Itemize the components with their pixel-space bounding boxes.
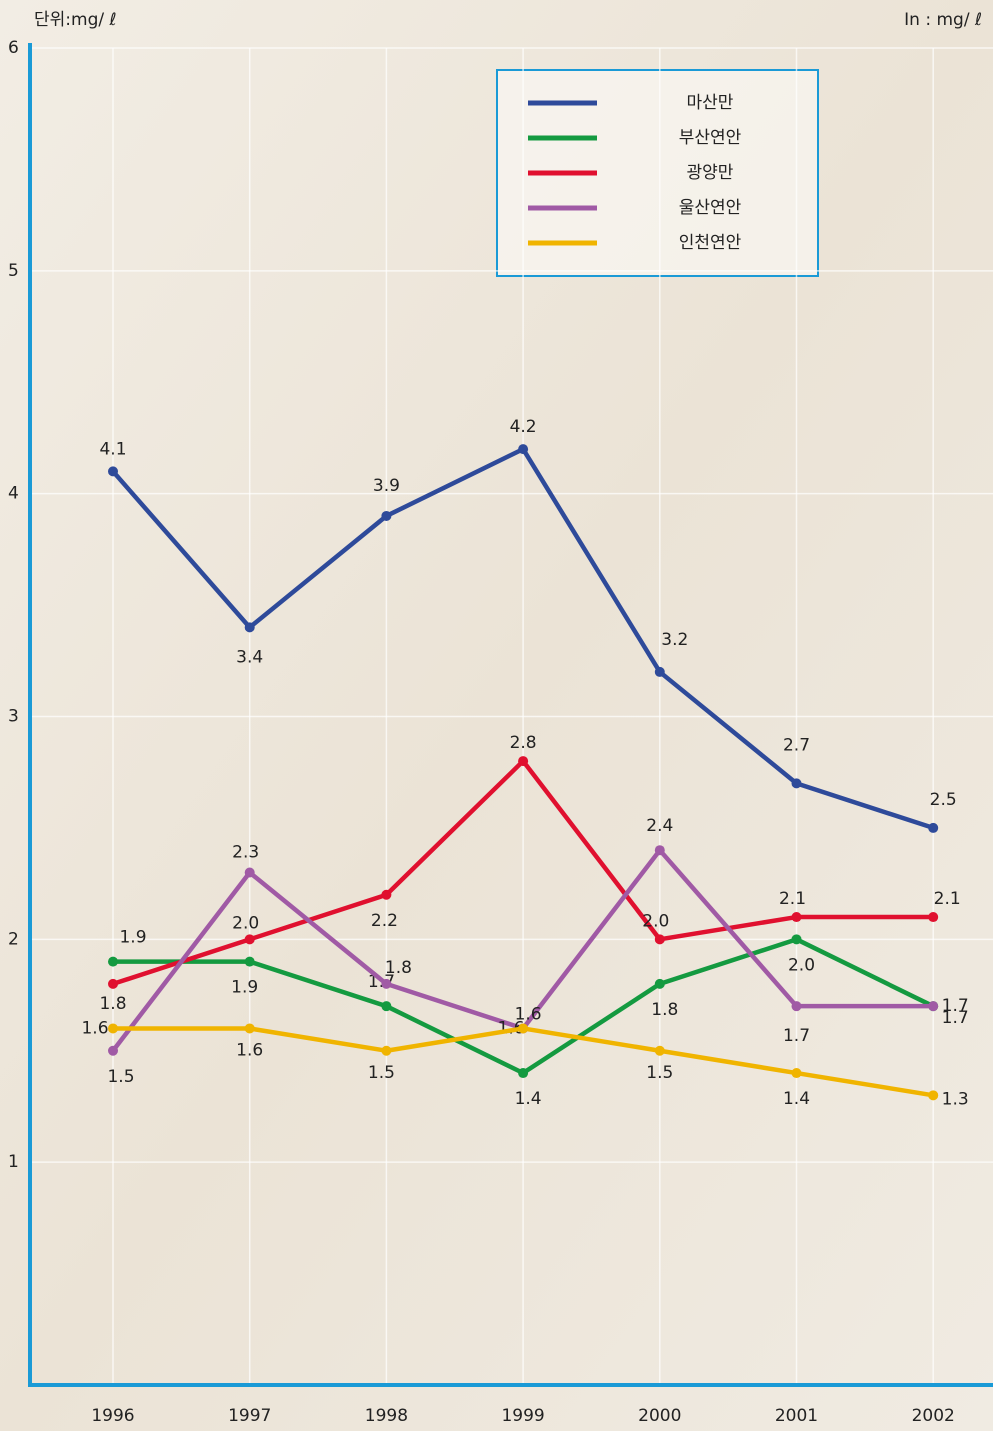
data-point xyxy=(381,1046,391,1056)
value-label: 1.7 xyxy=(783,1026,810,1046)
legend-label: 마산만 xyxy=(687,93,734,113)
value-label: 1.9 xyxy=(119,928,146,948)
value-label: 2.4 xyxy=(646,816,673,836)
value-label: 2.0 xyxy=(232,913,259,933)
data-point xyxy=(792,778,802,788)
value-label: 2.7 xyxy=(783,735,810,755)
x-tick-label: 1996 xyxy=(91,1406,134,1426)
data-point xyxy=(245,934,255,944)
value-label: 2.3 xyxy=(232,842,259,862)
legend-label: 인천연안 xyxy=(679,233,742,253)
data-point xyxy=(655,979,665,989)
value-label: 2.1 xyxy=(934,889,961,909)
data-point xyxy=(655,1046,665,1056)
data-point xyxy=(381,1001,391,1011)
value-label: 2.2 xyxy=(371,911,398,931)
x-tick-label: 1997 xyxy=(228,1406,271,1426)
chart: 단위:mg/ ℓ In : mg/ ℓ 1 2 3 4 5 6 1996 1997 1998 19… xyxy=(0,0,993,1431)
data-point xyxy=(245,622,255,632)
data-point xyxy=(928,1090,938,1100)
value-label: 1.5 xyxy=(107,1067,134,1087)
data-point xyxy=(108,979,118,989)
data-point xyxy=(108,466,118,476)
x-tick-label: 2000 xyxy=(638,1406,681,1426)
data-point xyxy=(245,1023,255,1033)
data-point xyxy=(381,979,391,989)
value-label: 3.4 xyxy=(236,647,263,667)
data-point xyxy=(518,1023,528,1033)
data-point xyxy=(381,511,391,521)
y-tick-label: 6 xyxy=(8,38,19,58)
legend-label: 광양만 xyxy=(687,163,734,183)
value-label: 2.0 xyxy=(788,955,815,975)
y-tick-label: 3 xyxy=(8,707,19,727)
data-point xyxy=(245,957,255,967)
value-label: 1.7 xyxy=(942,1008,969,1028)
value-label: 1.4 xyxy=(515,1089,542,1109)
value-label: 4.2 xyxy=(510,417,537,437)
y-tick-label: 1 xyxy=(8,1152,19,1172)
data-point xyxy=(518,756,528,766)
x-tick-label: 1999 xyxy=(501,1406,544,1426)
data-point xyxy=(792,912,802,922)
data-point xyxy=(928,1001,938,1011)
value-label: 1.5 xyxy=(368,1063,395,1083)
data-point xyxy=(792,934,802,944)
value-label: 1.6 xyxy=(81,1018,108,1038)
value-label: 3.2 xyxy=(661,630,688,650)
value-label: 1.9 xyxy=(231,978,258,998)
value-label: 2.1 xyxy=(779,889,806,909)
value-label: 1.6 xyxy=(515,1004,542,1024)
data-point xyxy=(655,845,665,855)
value-label: 2.8 xyxy=(510,733,537,753)
data-point xyxy=(928,912,938,922)
unit-label-en: In : mg/ ℓ xyxy=(904,10,982,30)
value-label: 1.6 xyxy=(236,1040,263,1060)
data-point xyxy=(108,957,118,967)
value-label: 1.4 xyxy=(783,1089,810,1109)
value-label: 2.0 xyxy=(642,911,669,931)
legend-label: 울산연안 xyxy=(679,198,742,218)
value-label: 2.5 xyxy=(930,790,957,810)
data-point xyxy=(655,667,665,677)
data-point xyxy=(518,1068,528,1078)
data-point xyxy=(928,823,938,833)
value-label: 1.8 xyxy=(99,994,126,1014)
data-point xyxy=(245,867,255,877)
data-point xyxy=(655,934,665,944)
data-point xyxy=(792,1001,802,1011)
data-point xyxy=(381,890,391,900)
value-label: 1.5 xyxy=(646,1063,673,1083)
value-label: 4.1 xyxy=(99,439,126,459)
legend-label: 부산연안 xyxy=(679,128,742,148)
value-label: 3.9 xyxy=(373,476,400,496)
y-tick-label: 4 xyxy=(8,484,19,504)
unit-label: 단위:mg/ ℓ xyxy=(34,10,117,30)
x-tick-label: 2002 xyxy=(912,1406,955,1426)
value-label: 1.8 xyxy=(651,1000,678,1020)
data-point xyxy=(108,1046,118,1056)
data-point xyxy=(518,444,528,454)
data-point xyxy=(108,1023,118,1033)
y-tick-label: 2 xyxy=(8,929,19,949)
value-label: 1.3 xyxy=(942,1089,969,1109)
value-label: 1.8 xyxy=(385,958,412,978)
y-tick-label: 5 xyxy=(8,261,19,281)
data-point xyxy=(792,1068,802,1078)
x-tick-label: 1998 xyxy=(365,1406,408,1426)
x-tick-label: 2001 xyxy=(775,1406,818,1426)
